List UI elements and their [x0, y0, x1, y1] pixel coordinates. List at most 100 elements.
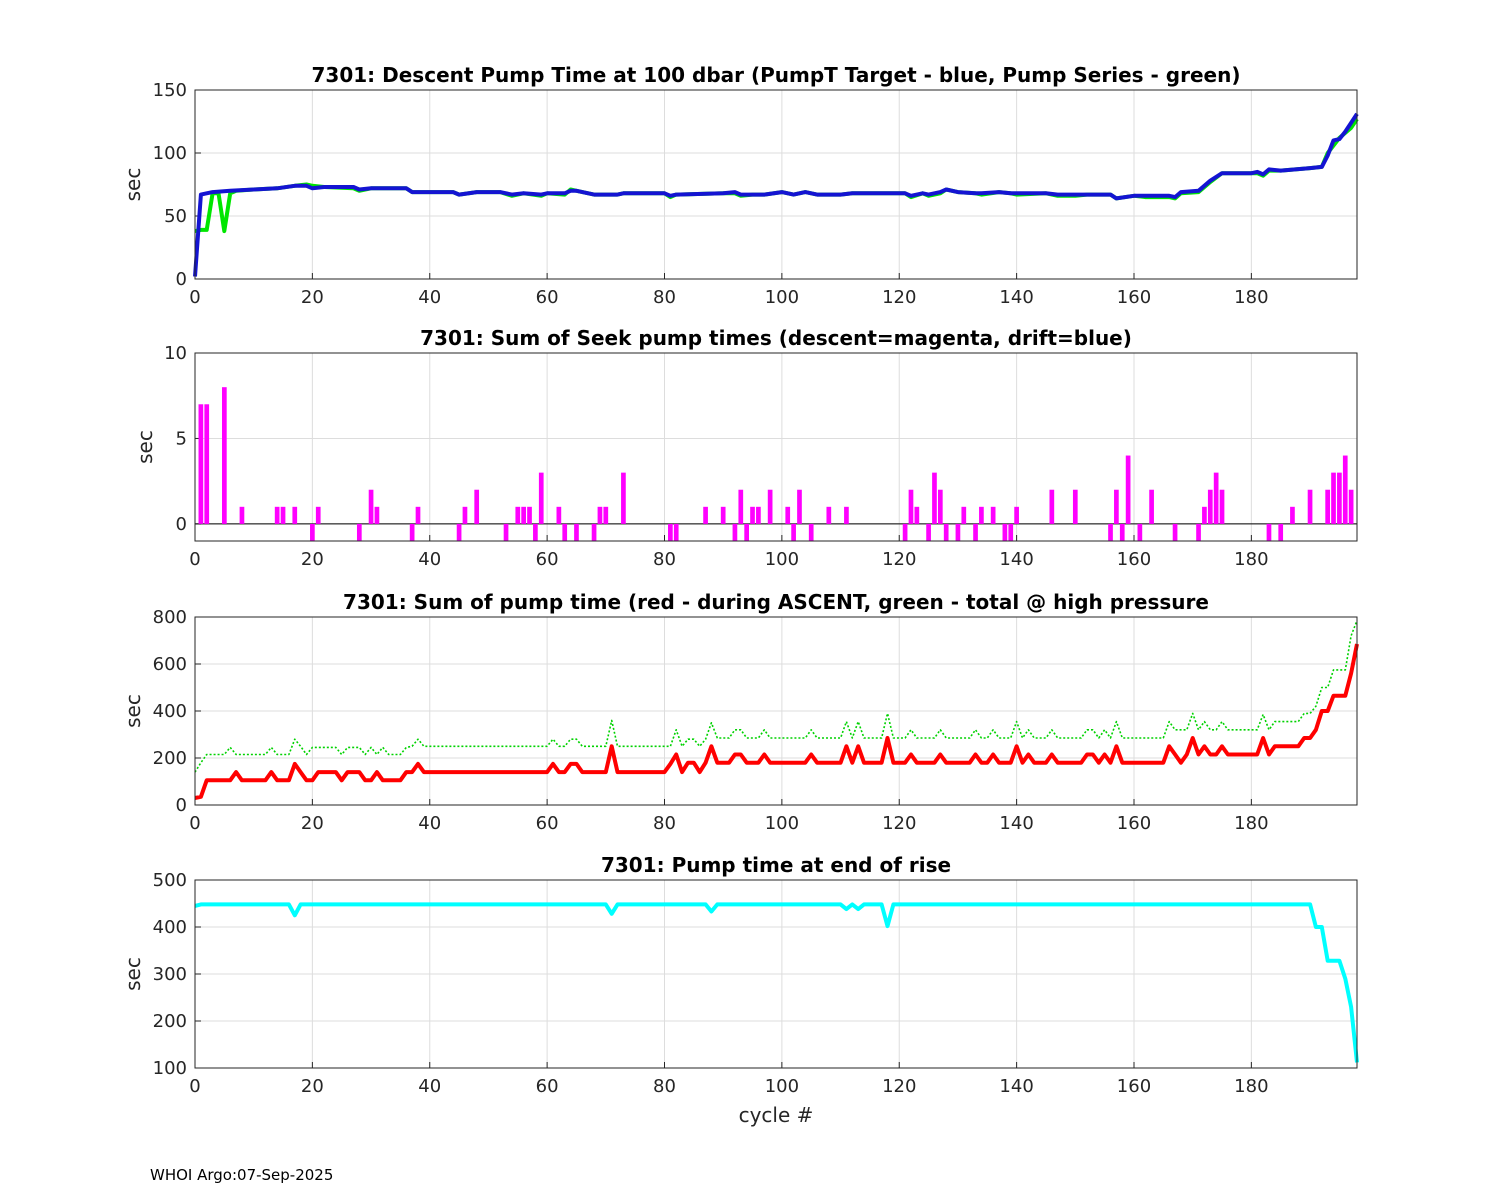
bar: [597, 506, 603, 524]
y-tick-label: 5: [176, 428, 187, 449]
bar: [474, 489, 480, 524]
chart-title: 7301: Sum of pump time (red - during ASC…: [343, 590, 1209, 614]
bar: [315, 506, 321, 524]
x-tick-label: 20: [301, 549, 324, 570]
x-tick-label: 160: [1117, 549, 1151, 570]
bar: [808, 523, 814, 541]
bar: [767, 489, 773, 524]
y-axis-label: sec: [121, 694, 145, 728]
bar: [1213, 472, 1219, 524]
x-tick-label: 100: [765, 813, 799, 834]
footer-label: WHOI Argo:07-Sep-2025: [150, 1166, 334, 1184]
y-axis-label: sec: [121, 168, 145, 202]
bar: [1337, 472, 1342, 524]
axes-box: [194, 879, 1358, 1069]
bar: [556, 506, 562, 524]
x-tick-label: 60: [536, 1076, 559, 1097]
chart-3: 0 20 40 60 80 100 120 140 160 180 0 200 400 600 800 730…: [121, 590, 1359, 834]
bar: [1207, 489, 1213, 524]
bar: [356, 523, 362, 541]
x-tick-label: 120: [882, 813, 916, 834]
y-tick-label: 800: [153, 607, 187, 628]
bar: [932, 472, 937, 524]
y-tick-label: 0: [176, 514, 187, 535]
y-tick-label: 600: [153, 654, 187, 675]
bar: [1202, 506, 1207, 524]
bar: [1014, 506, 1019, 524]
bar: [1278, 523, 1284, 541]
bar: [239, 506, 245, 524]
x-tick-label: 80: [653, 813, 676, 834]
x-tick-label: 180: [1234, 287, 1268, 308]
axes-box: [194, 616, 1358, 806]
x-tick-label: 160: [1117, 287, 1151, 308]
bar: [732, 523, 738, 541]
bar: [562, 523, 568, 541]
y-tick-label: 0: [176, 269, 187, 290]
bar: [908, 489, 914, 524]
y-tick-label: 0: [176, 795, 187, 816]
chart-title: 7301: Pump time at end of rise: [601, 853, 951, 877]
x-tick-label: 120: [882, 1076, 916, 1097]
x-tick-label: 180: [1234, 549, 1268, 570]
bar: [1325, 489, 1331, 524]
y-tick-label: 500: [153, 870, 187, 891]
bar: [198, 404, 204, 524]
x-tick-label: 180: [1234, 1076, 1268, 1097]
y-tick-label: 400: [153, 917, 187, 938]
bar: [221, 387, 227, 524]
bar: [1348, 489, 1354, 524]
bar: [673, 523, 679, 541]
x-tick-label: 140: [999, 549, 1033, 570]
bar: [1002, 523, 1008, 541]
bar: [955, 523, 961, 541]
series-line-2: [193, 112, 1359, 277]
bar: [979, 506, 984, 524]
chart-1: 0 20 40 60 80 100 120 140 160 180 0 50 100 150 7301: D…: [121, 63, 1359, 308]
bar: [797, 489, 802, 524]
bar: [456, 523, 462, 541]
x-tick-label: 100: [765, 1076, 799, 1097]
bar: [538, 472, 544, 524]
bar: [515, 506, 521, 524]
series-line-1: [194, 902, 1359, 1063]
plot-area: [195, 90, 1357, 279]
bar: [973, 523, 978, 541]
x-tick-label: 60: [536, 549, 559, 570]
bar: [826, 506, 832, 524]
bar: [280, 506, 286, 524]
bar: [591, 523, 597, 541]
bar: [310, 523, 315, 541]
bar: [621, 472, 626, 524]
bar: [703, 506, 708, 524]
y-tick-label: 300: [153, 964, 187, 985]
chart-title: 7301: Sum of Seek pump times (descent=ma…: [420, 326, 1132, 350]
y-tick-label: 50: [164, 206, 187, 227]
bar: [574, 523, 579, 541]
x-tick-label: 20: [301, 1076, 324, 1097]
y-tick-label: 100: [153, 1058, 187, 1079]
bar: [462, 506, 468, 524]
bar: [533, 523, 538, 541]
y-tick-label: 10: [164, 343, 187, 364]
x-axis-label: cycle #: [739, 1103, 814, 1127]
bar: [1331, 472, 1336, 524]
x-tick-label: 60: [536, 813, 559, 834]
bar: [1125, 455, 1131, 524]
y-tick-label: 200: [153, 748, 187, 769]
bar: [603, 506, 609, 524]
x-tick-label: 40: [418, 1076, 441, 1097]
bar: [943, 523, 949, 541]
bar: [274, 506, 280, 524]
series-line-2: [194, 643, 1359, 800]
x-tick-label: 160: [1117, 813, 1151, 834]
bar: [1196, 523, 1201, 541]
y-tick-label: 150: [153, 80, 187, 101]
bar: [750, 506, 755, 524]
bar: [292, 506, 298, 524]
bar: [1307, 489, 1313, 524]
axes-box: [194, 352, 1358, 542]
bar: [374, 506, 380, 524]
x-tick-label: 40: [418, 549, 441, 570]
